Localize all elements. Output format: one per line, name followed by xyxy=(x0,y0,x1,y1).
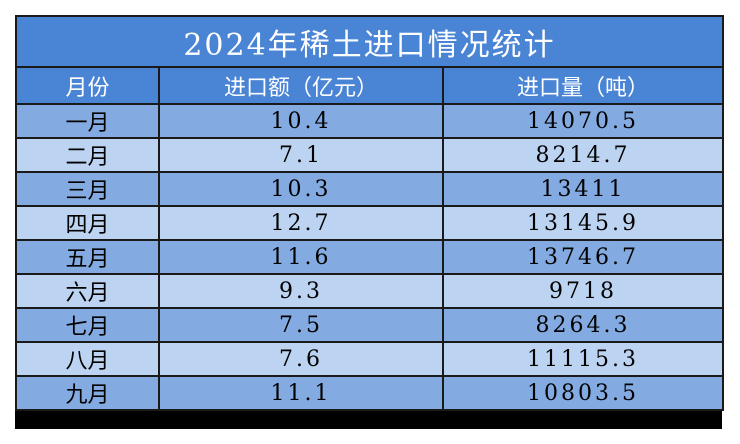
import-amount-cell: 12.7 xyxy=(158,205,444,241)
import-amount-cell: 9.3 xyxy=(158,273,444,309)
month-cell: 九月 xyxy=(15,375,160,411)
import-amount-cell: 11.6 xyxy=(158,239,444,275)
import-volume-cell: 14070.5 xyxy=(441,103,725,139)
import-volume-cell: 8214.7 xyxy=(441,137,725,173)
month-cell: 七月 xyxy=(15,307,160,343)
table-row: 二月 7.1 8214.7 xyxy=(15,137,725,173)
import-volume-cell: 10803.5 xyxy=(441,375,725,411)
table-row: 一月 10.4 14070.5 xyxy=(15,103,725,139)
column-header-import-amount: 进口额（亿元） xyxy=(158,66,444,105)
table-row: 七月 7.5 8264.3 xyxy=(15,307,725,343)
import-amount-cell: 11.1 xyxy=(158,375,444,411)
column-header-month: 月份 xyxy=(15,66,160,105)
month-cell: 六月 xyxy=(15,273,160,309)
rare-earth-import-table: 2024年稀土进口情况统计 月份 进口额（亿元） 进口量（吨） 一月 10.4 … xyxy=(14,15,725,411)
table-title: 2024年稀土进口情况统计 xyxy=(14,15,725,68)
month-cell: 三月 xyxy=(15,171,160,207)
import-amount-cell: 7.5 xyxy=(158,307,444,343)
column-header-import-volume: 进口量（吨） xyxy=(441,66,725,105)
table-row: 六月 9.3 9718 xyxy=(15,273,725,309)
import-volume-cell: 8264.3 xyxy=(441,307,725,343)
month-cell: 八月 xyxy=(15,341,160,377)
table-row: 九月 11.1 10803.5 xyxy=(15,375,725,411)
import-amount-cell: 7.1 xyxy=(158,137,444,173)
import-amount-cell: 10.4 xyxy=(158,103,444,139)
import-volume-cell: 13746.7 xyxy=(441,239,725,275)
import-volume-cell: 9718 xyxy=(441,273,725,309)
header-row: 月份 进口额（亿元） 进口量（吨） xyxy=(15,66,725,105)
import-volume-cell: 13411 xyxy=(441,171,725,207)
table-row: 五月 11.6 13746.7 xyxy=(15,239,725,275)
month-cell: 四月 xyxy=(15,205,160,241)
month-cell: 五月 xyxy=(15,239,160,275)
import-volume-cell: 11115.3 xyxy=(441,341,725,377)
import-amount-cell: 7.6 xyxy=(158,341,444,377)
table-row: 四月 12.7 13145.9 xyxy=(15,205,725,241)
title-row: 2024年稀土进口情况统计 xyxy=(14,15,725,68)
stats-table-frame: 2024年稀土进口情况统计 月份 进口额（亿元） 进口量（吨） 一月 10.4 … xyxy=(14,15,725,429)
table-row: 八月 7.6 11115.3 xyxy=(15,341,725,377)
import-volume-cell: 13145.9 xyxy=(441,205,725,241)
month-cell: 一月 xyxy=(15,103,160,139)
table-row: 三月 10.3 13411 xyxy=(15,171,725,207)
month-cell: 二月 xyxy=(15,137,160,173)
import-amount-cell: 10.3 xyxy=(158,171,444,207)
